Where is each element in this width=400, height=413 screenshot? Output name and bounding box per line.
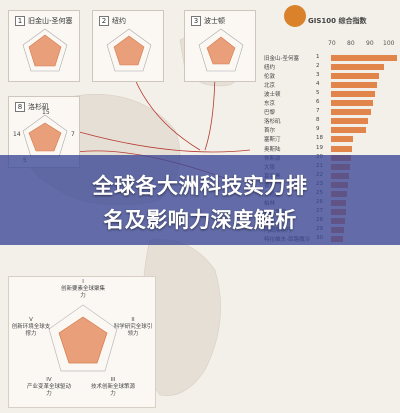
ranking-bar: [331, 82, 378, 89]
ranking-row: 东京 6: [258, 99, 400, 108]
city-name: 纽约: [112, 17, 126, 25]
ranking-chart-title: GIS100 综合指数: [308, 17, 367, 25]
ranking-city-name: 洛杉矶: [264, 119, 281, 126]
ranking-city-name: 首尔: [264, 128, 276, 135]
ranking-city-name: 东京: [264, 101, 276, 108]
rank-badge: 1: [15, 16, 25, 26]
ranking-bar: [331, 91, 375, 98]
ranking-city-name: 巴黎: [264, 110, 276, 117]
axis-label: 7: [71, 131, 75, 138]
ranking-city-name: 奥斯陆: [264, 146, 281, 153]
ranking-bar: [331, 64, 384, 71]
ranking-bar: [331, 100, 373, 107]
axis-tick: 70: [328, 40, 336, 47]
legend-item: I 创新要素全球聚集力: [61, 279, 106, 299]
city-name: 洛杉矶: [28, 103, 49, 111]
ranking-row: 波士顿 5: [258, 90, 400, 99]
axis-label: 15: [42, 109, 50, 116]
ranking-row: 巴黎 7: [258, 108, 400, 117]
title-banner: [0, 155, 400, 245]
ranking-city-name: 伦敦: [264, 74, 276, 81]
legend-item: II 科学研究全球引领力: [113, 317, 153, 337]
ranking-number: 18: [316, 135, 323, 142]
city-name: 波士顿: [204, 17, 225, 25]
radar-chart: [198, 28, 244, 72]
ranking-bar: [331, 73, 380, 80]
gis-logo-icon: [284, 5, 306, 27]
city-card-rank-2: 2 纽约: [92, 10, 164, 82]
legend-item: IV 产业变革全球驱动力: [27, 377, 72, 397]
legend-item: III 技术创新全球策源力: [91, 377, 136, 397]
ranking-bar: [331, 127, 367, 134]
axis-tick: 100: [383, 40, 395, 47]
city-name: 旧金山-圣何塞: [28, 17, 73, 25]
city-card-rank-3: 3 波士顿: [184, 10, 256, 82]
ranking-bar: [331, 55, 397, 61]
ranking-row: 洛杉矶 8: [258, 117, 400, 126]
ranking-number: 9: [316, 126, 320, 133]
ranking-number: 3: [316, 72, 320, 79]
axis-label: 14: [13, 131, 21, 138]
ranking-city-name: 北京: [264, 83, 276, 90]
ranking-bar: [331, 145, 352, 152]
ranking-bar: [331, 118, 369, 125]
ranking-city-name: 波士顿: [264, 92, 281, 99]
ranking-number: 2: [316, 63, 320, 70]
ranking-number: 8: [316, 117, 320, 124]
ranking-bar: [331, 136, 353, 143]
ranking-row: 奥斯陆 19: [258, 145, 400, 154]
rank-badge: 2: [99, 16, 109, 26]
page-title-line-2: 名及影响力深度解析: [103, 208, 297, 232]
rank-badge: 8: [15, 102, 25, 112]
dimension-legend-card: I 创新要素全球聚集力 II 科学研究全球引领力 III 技术创新全球策源力 IV 产业…: [8, 276, 156, 408]
ranking-number: 19: [316, 144, 323, 151]
ranking-number: 5: [316, 90, 320, 97]
ranking-row: 旧金山-圣何塞 1: [258, 54, 400, 63]
legend-radar: [48, 304, 118, 372]
ranking-row: 塞斯汀 18: [258, 135, 400, 144]
axis-tick: 90: [366, 40, 374, 47]
legend-item: V 创新环境全球支撑力: [11, 317, 51, 337]
ranking-number: 6: [316, 99, 320, 106]
ranking-number: 4: [316, 81, 320, 88]
radar-chart: [106, 28, 152, 72]
ranking-city-name: 旧金山-圣何塞: [264, 56, 299, 62]
ranking-number: 1: [316, 54, 320, 60]
axis-tick: 80: [347, 40, 355, 47]
ranking-row: 伦敦 3: [258, 72, 400, 81]
ranking-city-name: 纽约: [264, 65, 276, 72]
ranking-row: 纽约 2: [258, 63, 400, 72]
page-title-line-1: 全球各大洲科技实力排: [92, 174, 308, 198]
rank-badge: 3: [191, 16, 201, 26]
city-card-rank-1: 1 旧金山-圣何塞: [8, 10, 80, 82]
ranking-row: 北京 4: [258, 81, 400, 90]
ranking-bar: [331, 109, 371, 116]
ranking-number: 7: [316, 108, 320, 115]
radar-chart: [22, 28, 68, 72]
ranking-city-name: 塞斯汀: [264, 137, 281, 144]
ranking-row: 首尔 9: [258, 126, 400, 135]
